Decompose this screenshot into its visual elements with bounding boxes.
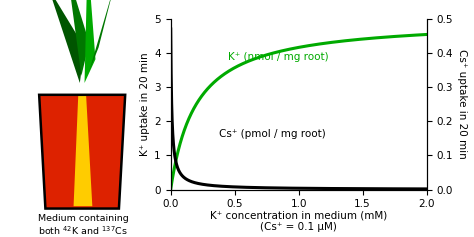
Text: both $^{42}$K and $^{137}$Cs: both $^{42}$K and $^{137}$Cs: [38, 225, 128, 237]
Polygon shape: [84, 0, 95, 83]
Y-axis label: Cs⁺ uptake in 20 min: Cs⁺ uptake in 20 min: [457, 49, 467, 159]
Polygon shape: [73, 95, 92, 206]
Y-axis label: K⁺ uptake in 20 min: K⁺ uptake in 20 min: [140, 52, 150, 156]
X-axis label: K⁺ concentration in medium (mM)
(Cs⁺ = 0.1 μM): K⁺ concentration in medium (mM) (Cs⁺ = 0…: [210, 211, 387, 232]
Polygon shape: [67, 0, 89, 76]
Text: Cs⁺ (pmol / mg root): Cs⁺ (pmol / mg root): [219, 129, 326, 139]
Polygon shape: [48, 0, 84, 83]
Text: Medium containing: Medium containing: [37, 214, 128, 223]
Text: K⁺ (nmol / mg root): K⁺ (nmol / mg root): [228, 52, 329, 62]
Polygon shape: [39, 95, 125, 209]
Polygon shape: [89, 0, 114, 71]
